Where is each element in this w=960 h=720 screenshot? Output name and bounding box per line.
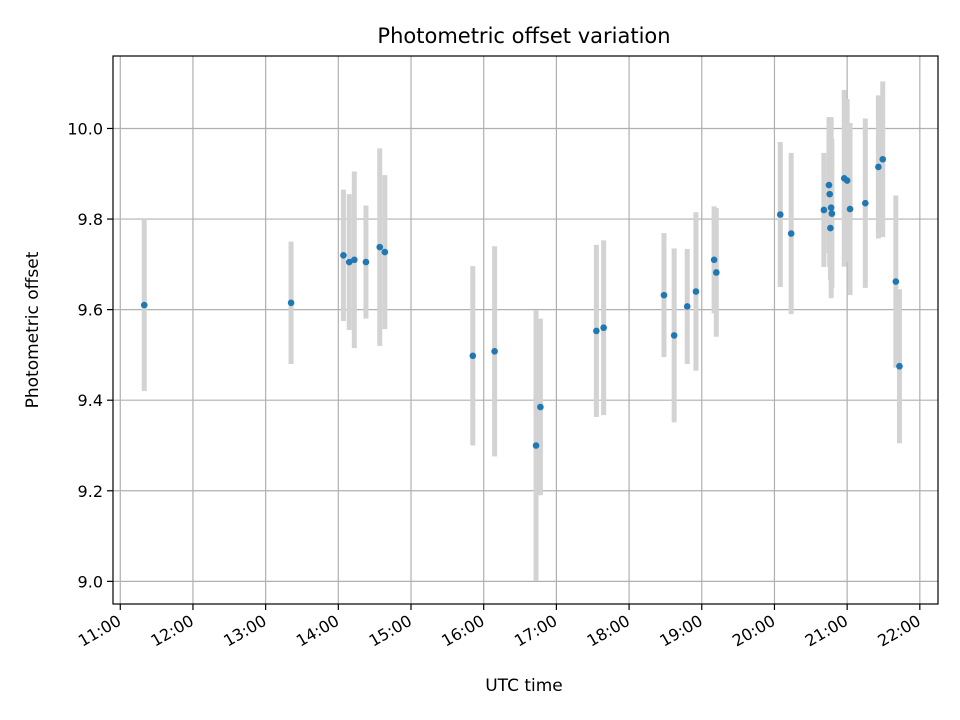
data-point [879,155,887,163]
x-tick-label: 15:00 [366,611,415,651]
x-tick-label: 16:00 [438,611,487,651]
error-bars [141,81,902,581]
data-point [351,256,358,264]
data-point [827,224,834,232]
data-point [340,251,347,259]
data-point [776,211,784,218]
x-tick-label: 12:00 [148,611,197,651]
data-point [345,258,353,266]
data-point [683,303,691,310]
data-point [875,163,882,171]
plot-area-frame [112,55,939,605]
x-axis: 11:00 12:00 13:00 14:00 15:00 16:00 17:00 18:00… [75,604,924,651]
data-point [593,327,600,335]
data-point [287,299,295,307]
data-point [469,352,477,360]
y-tick-label: 10.0 [67,119,103,138]
x-axis-label: UTC time [485,676,563,696]
data-point [713,269,720,276]
y-tick-label: 9.8 [78,210,103,229]
data-point [537,403,544,411]
x-tick-label: 22:00 [874,611,923,651]
x-tick-label: 14:00 [293,611,342,651]
data-point [896,362,903,370]
x-tick-label: 11:00 [75,611,124,651]
data-point [862,199,869,207]
data-point [892,278,900,285]
x-tick-label: 13:00 [220,611,269,651]
chart-title: Photometric offset variation [377,24,670,48]
data-point [491,347,498,355]
data-point [825,181,833,189]
y-tick-label: 9.0 [78,572,103,591]
data-point [846,205,854,213]
data-point [376,243,384,251]
data-point [532,442,540,449]
y-tick-label: 9.2 [78,482,103,501]
data-point [660,291,668,299]
x-tick-label: 19:00 [656,611,705,651]
data-point [787,230,795,237]
data-point [827,204,835,212]
y-axis: 9.0 9.2 9.4 9.6 9.8 10.0 [67,119,113,591]
data-point [692,288,700,295]
data-point [670,332,678,339]
x-tick-label: 20:00 [729,611,778,651]
x-tick-label: 18:00 [584,611,633,651]
y-tick-label: 9.6 [78,301,103,320]
data-point [828,210,836,217]
data-point [820,206,828,214]
data-point [362,258,370,266]
y-tick-label: 9.4 [78,391,103,410]
y-axis-label: Photometric offset [23,251,43,408]
data-points [140,155,903,449]
data-point [843,177,851,184]
data-point [381,248,389,256]
x-tick-label: 17:00 [511,611,560,651]
grid [113,56,938,604]
data-point [140,301,148,309]
data-point [600,324,607,332]
data-point [826,190,833,198]
data-point [710,256,718,264]
x-tick-label: 21:00 [802,611,851,651]
